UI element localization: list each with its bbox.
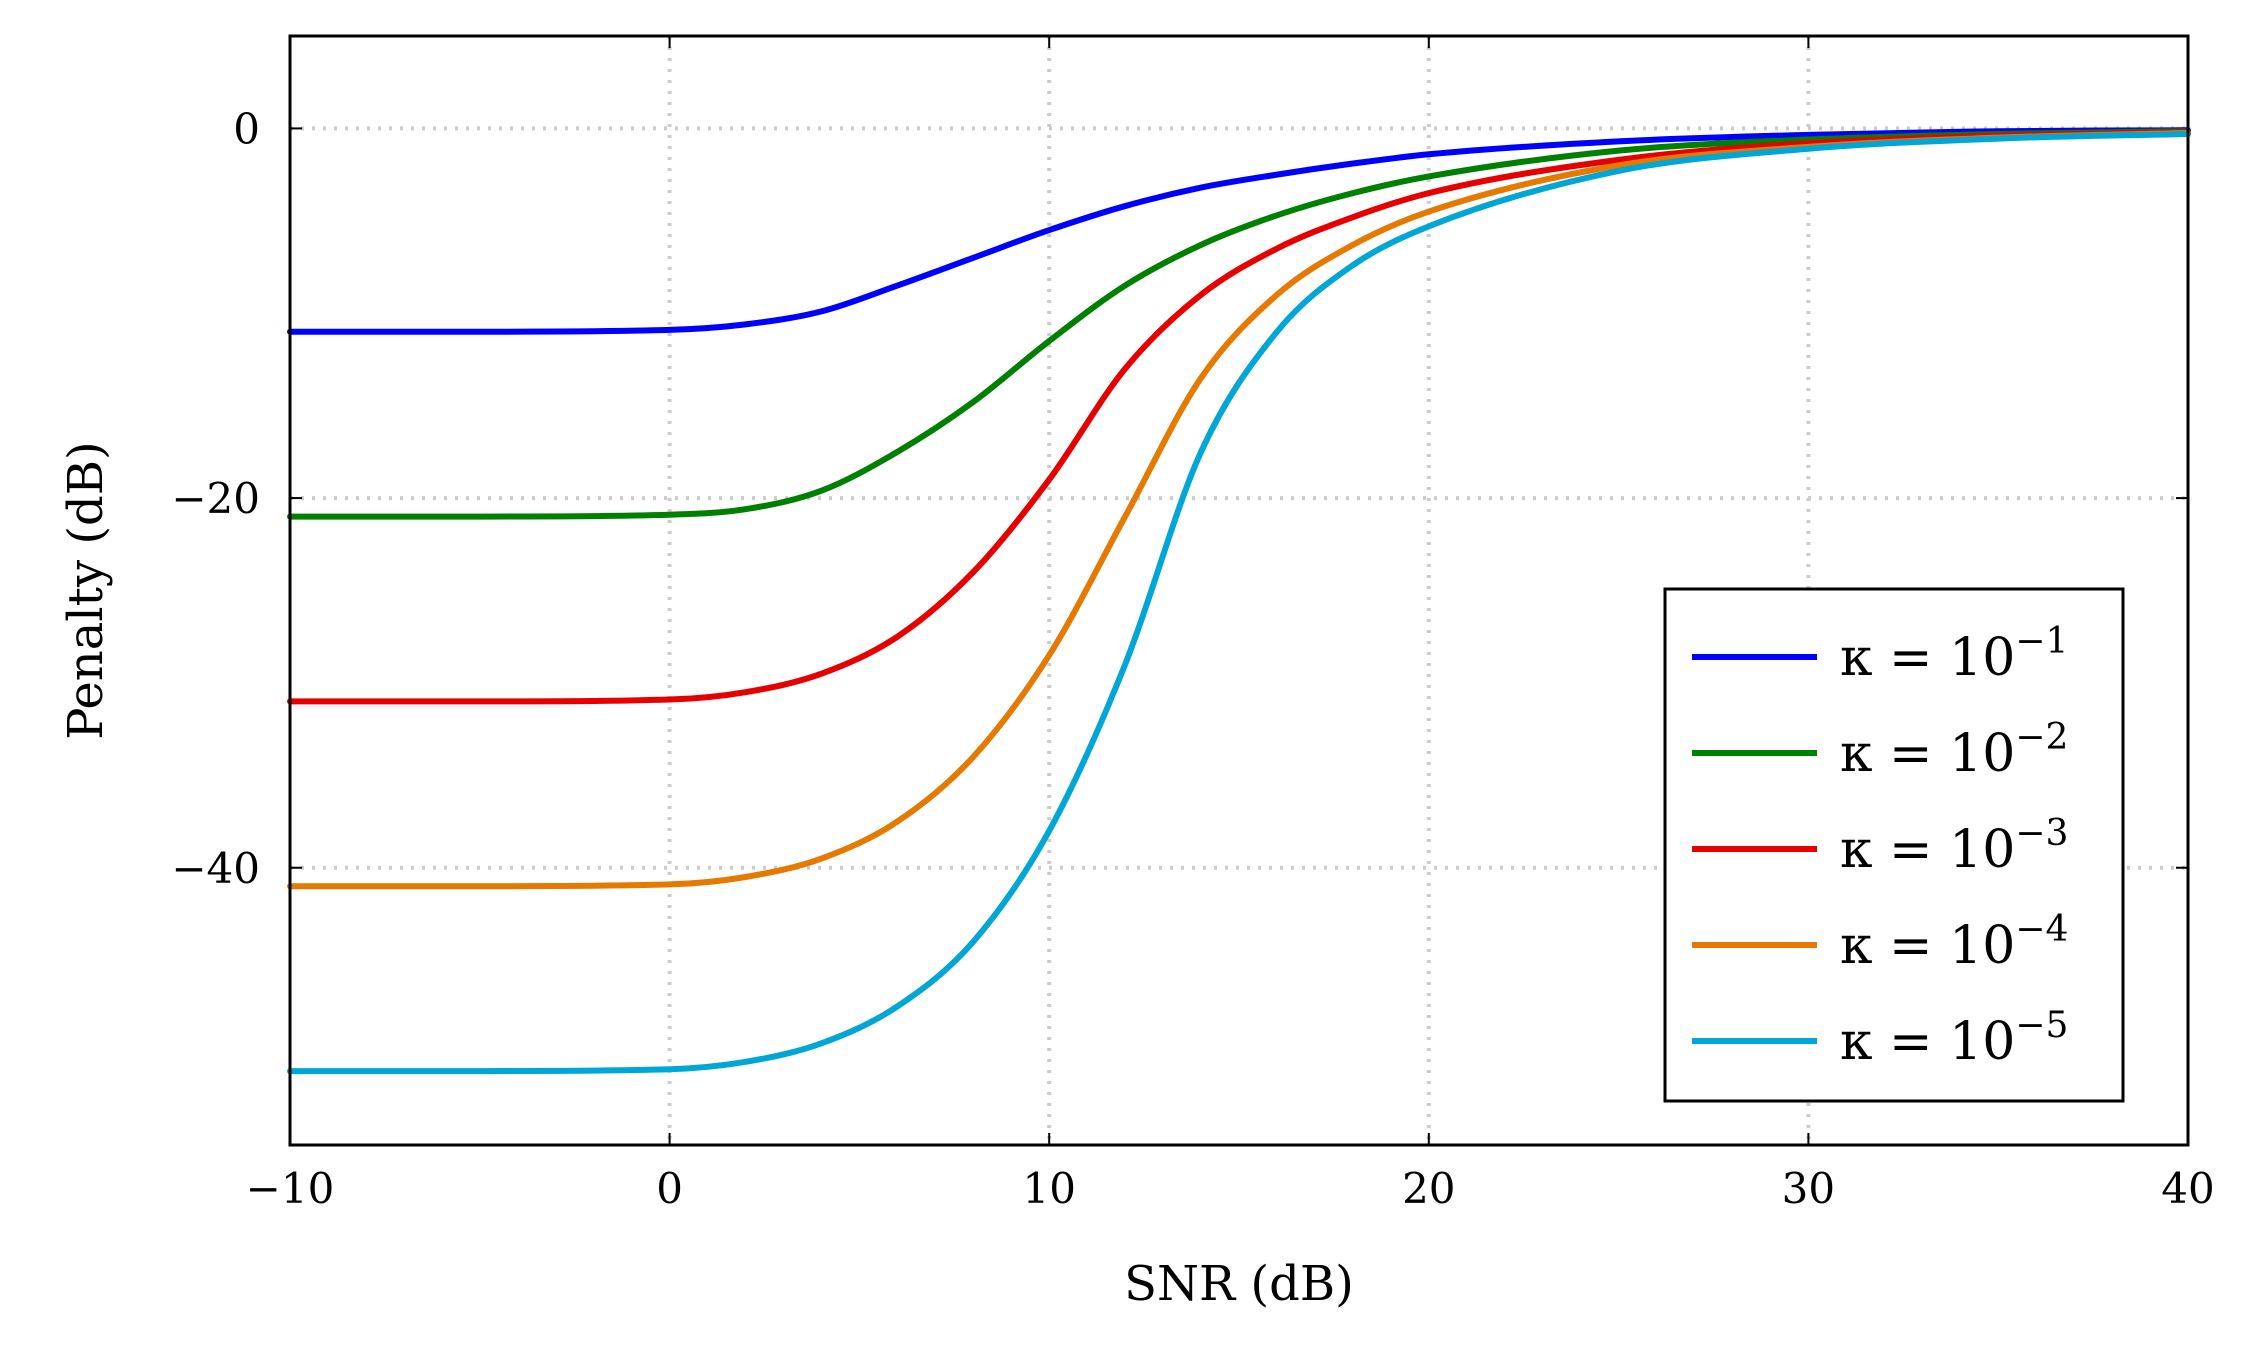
x-tick-label: 0 [656, 1164, 683, 1213]
x-tick-label: −10 [246, 1164, 335, 1213]
series-line [287, 127, 2191, 335]
legend: κ = 10−1 κ = 10−2 κ = 10−3 κ = 10−4 κ = 10−5 [1663, 587, 2125, 1103]
series-line [287, 130, 2191, 1075]
y-tick-label: −20 [171, 474, 260, 523]
x-tick-label: 40 [2161, 1164, 2214, 1213]
legend-entry: κ = 10−2 [1840, 717, 2068, 784]
y-tick-label: −40 [171, 844, 260, 893]
legend-entry: κ = 10−3 [1840, 813, 2068, 880]
series-line [287, 129, 2191, 705]
x-tick-label: 30 [1782, 1164, 1835, 1213]
series-line [287, 128, 2191, 520]
y-tick-label: 0 [233, 104, 260, 153]
legend-box [1663, 587, 2125, 1103]
x-tick-labels: −10 0 10 20 30 40 [246, 1164, 2215, 1213]
legend-entry: κ = 10−4 [1840, 909, 2068, 976]
y-tick-labels: 0 −20 −40 [171, 104, 260, 892]
x-axis-label: SNR (dB) [1124, 1256, 1354, 1312]
legend-entry: κ = 10−5 [1840, 1005, 2068, 1072]
series-lines [287, 127, 2191, 1075]
legend-entry: κ = 10−1 [1840, 621, 2068, 688]
y-axis-label: Penalty (dB) [58, 441, 114, 740]
x-tick-label: 20 [1402, 1164, 1455, 1213]
plot-frame [288, 34, 2190, 1147]
x-tick-label: 10 [1022, 1164, 1075, 1213]
